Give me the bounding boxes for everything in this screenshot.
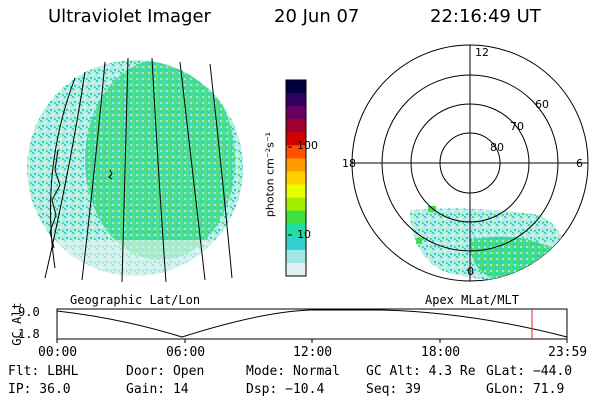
colorbar-unit-label: photon cm⁻²s⁻¹ bbox=[263, 131, 277, 218]
time-label: 22:16:49 UT bbox=[430, 6, 541, 27]
colorbar-segment bbox=[286, 158, 306, 172]
lon-grid-lines bbox=[44, 57, 233, 283]
colorbar-segment bbox=[286, 184, 306, 199]
colorbar-segment bbox=[286, 262, 306, 277]
timeline-xtick-0600: 06:00 bbox=[166, 345, 206, 360]
timeline-xtick-1200: 12:00 bbox=[293, 345, 333, 360]
timeline-ytick-9: 9.0 bbox=[18, 305, 40, 319]
mlt-label-6: 6 bbox=[576, 157, 583, 170]
door-readout: Door: Open bbox=[126, 364, 205, 379]
date-label: 20 Jun 07 bbox=[274, 6, 360, 27]
timeline-xtick-2359: 23:59 bbox=[548, 345, 588, 360]
colorbar-segment bbox=[286, 80, 306, 94]
colorbar-segment bbox=[286, 145, 306, 159]
timeline-xtick-1800: 18:00 bbox=[421, 345, 461, 360]
colorbar-segment bbox=[286, 197, 306, 212]
gain-readout: Gain: 14 bbox=[126, 382, 189, 397]
mlt-label-0: 0 bbox=[467, 265, 474, 278]
geographic-image bbox=[27, 57, 243, 283]
ip-readout: IP: 36.0 bbox=[8, 382, 71, 397]
colorbar-segment bbox=[286, 119, 306, 133]
colorbar-segment bbox=[286, 249, 306, 264]
coastline bbox=[49, 149, 61, 249]
gcalt-readout: GC Alt: 4.3 Re bbox=[366, 364, 476, 379]
lat-label-70: 70 bbox=[510, 120, 524, 133]
lat-label-80: 80 bbox=[490, 141, 504, 154]
colorbar-frame bbox=[285, 79, 307, 277]
colorbar-segment bbox=[286, 93, 306, 107]
colorbar-segment bbox=[286, 236, 306, 251]
timeline-ytick-1-8: 1.8 bbox=[18, 327, 40, 341]
geographic-caption: Geographic Lat/Lon bbox=[70, 293, 201, 307]
colorbar-segment bbox=[286, 210, 306, 225]
glat-readout: GLat: −44.0 bbox=[486, 364, 573, 379]
timeline-xtick-0000: 00:00 bbox=[38, 345, 78, 360]
apex-caption: Apex MLat/MLT bbox=[425, 293, 519, 307]
island-outline bbox=[108, 169, 113, 180]
colorbar-segment bbox=[286, 106, 306, 120]
mlt-label-18: 18 bbox=[342, 157, 356, 170]
polar-plot bbox=[351, 44, 589, 282]
mlt-label-12: 12 bbox=[475, 46, 489, 59]
filter-readout: Flt: LBHL bbox=[8, 364, 79, 379]
colorbar-segment bbox=[286, 132, 306, 146]
altitude-curve bbox=[56, 309, 568, 338]
altitude-timeline bbox=[56, 308, 568, 343]
dsp-readout: Dsp: −10.4 bbox=[246, 382, 325, 397]
colorbar-segment bbox=[286, 223, 306, 238]
seq-readout: Seq: 39 bbox=[366, 382, 421, 397]
lat-label-60: 60 bbox=[535, 98, 549, 111]
mode-readout: Mode: Normal bbox=[246, 364, 340, 379]
colorbar-label-10: 10 bbox=[297, 228, 311, 241]
colorbar bbox=[285, 79, 307, 277]
glon-readout: GLon: 71.9 bbox=[486, 382, 565, 397]
colorbar-label-100: 100 bbox=[297, 139, 318, 152]
colorbar-segment bbox=[286, 171, 306, 186]
instrument-title: Ultraviolet Imager bbox=[48, 6, 211, 27]
